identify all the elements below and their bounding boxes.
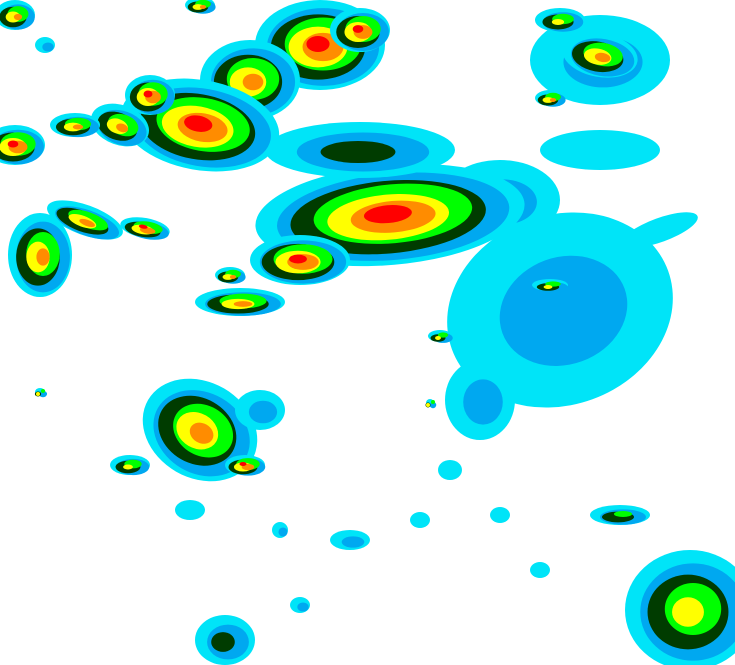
precip-cell-level-4	[123, 464, 133, 470]
precip-cell-level-1	[499, 255, 628, 366]
precip-cell-level-5	[229, 275, 237, 279]
precip-cell-level-6	[306, 35, 330, 53]
precip-cell-level-4	[192, 4, 204, 10]
precip-cell-level-5	[79, 218, 95, 227]
precip-cell-level-4	[426, 403, 430, 407]
precip-cell-level-6	[143, 90, 153, 98]
precip-cell-level-0	[540, 130, 660, 170]
precip-cell-level-0	[410, 512, 430, 528]
precip-cell-level-5	[189, 422, 214, 444]
precip-cell-level-5	[549, 98, 557, 102]
precip-cell-level-6	[138, 224, 148, 229]
precip-cell-level-1	[38, 390, 48, 398]
precip-cell-level-5	[139, 227, 156, 234]
precip-cell-level-5	[233, 301, 253, 307]
precip-cell-level-1	[278, 527, 288, 537]
precip-cell-level-4	[542, 97, 554, 103]
precip-cell-level-5	[242, 73, 264, 91]
precip-cell-level-0	[530, 562, 550, 578]
precip-cell-level-0	[175, 500, 205, 520]
precip-cell-level-4	[36, 392, 40, 396]
precip-cell-level-0	[490, 507, 510, 523]
precip-cell-level-5	[594, 52, 611, 63]
precip-cell-level-6	[352, 25, 364, 33]
precip-cell-level-1	[248, 400, 278, 424]
precip-cell-level-2	[211, 632, 235, 652]
precip-cell-level-1	[463, 379, 503, 425]
precip-cell-level-1	[297, 602, 309, 612]
precip-cell-level-3	[437, 332, 449, 338]
precip-cell-level-4	[551, 19, 565, 25]
precip-cell-level-4	[435, 336, 441, 340]
precip-cell-level-0	[438, 460, 462, 480]
precip-cell-level-1	[42, 42, 54, 52]
precip-cell-level-4	[672, 597, 704, 627]
precip-cell-level-6	[239, 462, 247, 466]
precip-cell-level-1	[341, 536, 365, 548]
precip-cell-level-2	[320, 140, 396, 164]
precip-cell-level-6	[363, 205, 412, 224]
precip-cell-level-1	[429, 401, 437, 409]
precip-cell-level-3	[40, 389, 46, 393]
precip-cell-level-6	[7, 140, 19, 148]
precip-cell-level-3	[431, 400, 435, 404]
precip-cell-level-6	[184, 115, 213, 132]
precip-cell-level-6	[289, 254, 307, 264]
precip-cell-level-4	[543, 285, 553, 289]
precip-cell-level-5	[36, 248, 50, 266]
precip-cell-level-5	[72, 124, 84, 130]
precip-cell-level-5	[116, 123, 129, 133]
precip-cell-level-5	[199, 5, 207, 9]
precip-cell-level-4	[222, 274, 234, 280]
precip-cell-level-5	[13, 13, 23, 21]
precip-cell-level-0	[622, 212, 698, 248]
precip-cell-level-3	[613, 510, 633, 518]
